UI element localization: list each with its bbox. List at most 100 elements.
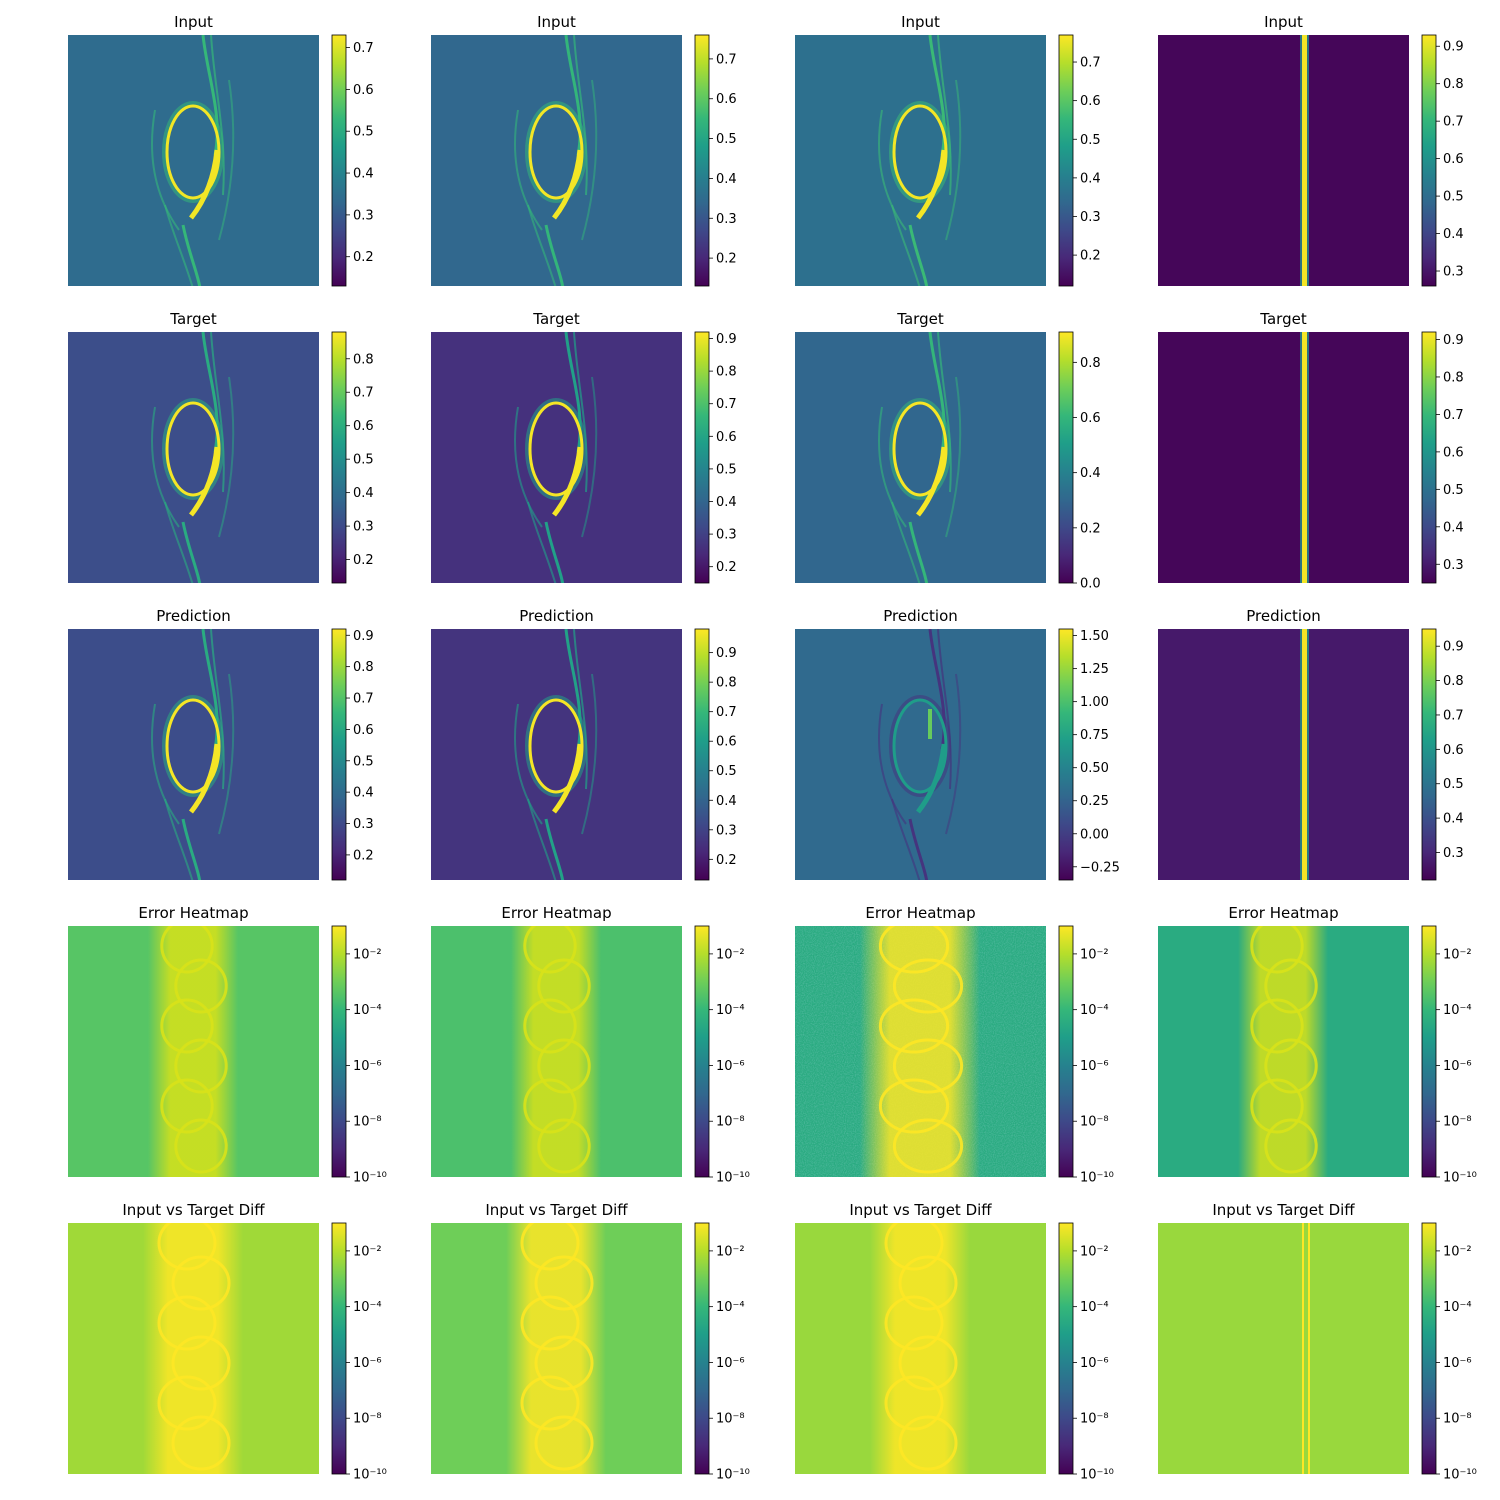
- heatmap-background: [795, 35, 1046, 286]
- streak-line: [210, 35, 225, 196]
- filament: [218, 673, 235, 835]
- colorbar-tick-label: 0.2: [716, 252, 737, 267]
- stripe-core: [1302, 35, 1307, 286]
- colorbar-tick-label: 0.0: [1080, 577, 1101, 592]
- vortex-halo: [162, 398, 224, 500]
- colorbar-tick-label: 0.7: [1443, 708, 1464, 723]
- heatmap-background: [431, 35, 682, 286]
- colorbar-tick-label: 0.6: [1443, 743, 1464, 758]
- vortex-crescent: [916, 743, 947, 814]
- streak-line: [564, 35, 582, 156]
- colorbar-tick-label: 0.5: [1080, 133, 1101, 148]
- filament: [878, 703, 907, 825]
- panel-title: Error Heatmap: [501, 904, 611, 922]
- streak-line: [908, 521, 929, 583]
- filament: [218, 79, 235, 241]
- colorbar: [694, 34, 710, 287]
- colorbar-tick-label: 0.3: [1443, 265, 1464, 280]
- tangle-loop: [892, 1118, 964, 1174]
- colorbar: [694, 925, 710, 1178]
- colorbar: [1058, 34, 1074, 287]
- colorbar-tick-label: 10⁻⁸: [353, 1115, 382, 1130]
- streak-line: [937, 629, 952, 790]
- colorbar-tick-label: 0.4: [1080, 171, 1101, 186]
- colorbar-tick-label: 10⁻²: [353, 1244, 382, 1259]
- colorbar: [1058, 628, 1074, 881]
- tangle-loop: [878, 998, 950, 1054]
- colorbar-tick-label: −0.25: [1080, 860, 1120, 875]
- colorbar-tick-label: 0.3: [716, 528, 737, 543]
- panel-title: Target: [532, 310, 580, 328]
- heatmap-background: [795, 332, 1046, 583]
- streak-line: [573, 629, 588, 790]
- colorbar-tick-label: 10⁻¹⁰: [353, 1468, 387, 1483]
- colorbar: [331, 628, 347, 881]
- colorbar-tick-label: 0.6: [716, 430, 737, 445]
- colorbar: [1421, 1222, 1437, 1475]
- colorbar-tick-label: 0.6: [353, 419, 374, 434]
- filament: [878, 406, 907, 528]
- heatmap-background: [431, 629, 682, 880]
- filament: [514, 703, 543, 825]
- colorbar-tick-label: 0.5: [716, 462, 737, 477]
- panel-r1-c1: Input 0.2 0.3 0.4 0.5 0.6 0.7: [68, 13, 374, 287]
- filament: [581, 673, 598, 835]
- colorbar: [694, 1222, 710, 1475]
- colorbar-tick-label: 0.2: [1080, 521, 1101, 536]
- panel-r3-c4: Prediction 0.3 0.4 0.5 0.6 0.7 0.8 0.9: [1158, 607, 1464, 881]
- colorbar-tick-label: 10⁻⁴: [716, 1300, 745, 1315]
- vortex-halo: [162, 695, 224, 797]
- streak-line: [201, 629, 219, 750]
- heatmap-background: [1158, 629, 1409, 880]
- tangle-loop: [157, 1223, 217, 1271]
- tangle-loop: [892, 958, 964, 1014]
- panel-title: Prediction: [519, 607, 594, 625]
- colorbar-tick-label: 0.8: [353, 660, 374, 675]
- colorbar-tick-label: 0.8: [716, 676, 737, 691]
- streak-line: [164, 204, 194, 286]
- filament: [945, 673, 962, 835]
- streak-line: [181, 224, 202, 286]
- streak-line: [891, 798, 921, 880]
- streak-line: [181, 818, 202, 880]
- panel-r3-c1: Prediction 0.2 0.3 0.4 0.5 0.6 0.7 0.8 0.9: [68, 607, 374, 881]
- colorbar-tick-label: 10⁻⁶: [1443, 1356, 1472, 1371]
- vortex-crescent: [916, 446, 947, 517]
- colorbar-tick-label: 10⁻⁴: [1080, 1300, 1109, 1315]
- colorbar: [1058, 925, 1074, 1178]
- colorbar-tick-label: 0.6: [353, 723, 374, 738]
- colorbar-tick-label: 0.5: [1443, 777, 1464, 792]
- tangle-loop: [1250, 1078, 1304, 1134]
- panel-title: Input vs Target Diff: [1212, 1201, 1355, 1219]
- colorbar: [331, 925, 347, 1178]
- filament: [151, 406, 180, 528]
- tangle-loop: [537, 958, 591, 1014]
- streak-line: [544, 224, 565, 286]
- streak-line: [164, 501, 194, 583]
- colorbar-tick-label: 1.50: [1080, 629, 1109, 644]
- streak-line: [210, 332, 225, 493]
- tangle-loop: [534, 1335, 594, 1391]
- colorbar-tick-label: 10⁻⁸: [1080, 1412, 1109, 1427]
- colorbar-tick-label: 10⁻⁶: [1443, 1059, 1472, 1074]
- colorbar: [1421, 925, 1437, 1178]
- colorbar-tick-label: 0.6: [353, 83, 374, 98]
- filament: [514, 109, 543, 231]
- colorbar-tick-label: 0.4: [1443, 227, 1464, 242]
- panel-title: Target: [169, 310, 217, 328]
- filament: [945, 79, 962, 241]
- tangle-loop: [1264, 1038, 1318, 1094]
- colorbar-tick-label: 0.3: [1443, 558, 1464, 573]
- colorbar-tick-label: 10⁻¹⁰: [716, 1171, 750, 1186]
- colorbar-tick-label: 0.8: [1443, 674, 1464, 689]
- colorbar-tick-label: 0.3: [1443, 846, 1464, 861]
- panel-r5-c4: Input vs Target Diff 10⁻² 10⁻⁴ 10⁻⁶ 10⁻⁸ 10⁻¹…: [1158, 1201, 1477, 1483]
- streak-line: [908, 224, 929, 286]
- colorbar-tick-label: 0.9: [353, 629, 374, 644]
- streak-line: [201, 332, 219, 453]
- streak-line: [544, 521, 565, 583]
- panel-r1-c4: Input 0.3 0.4 0.5 0.6 0.7 0.8 0.9: [1158, 13, 1464, 287]
- colorbar: [1058, 331, 1074, 584]
- tangle-loop: [523, 998, 577, 1054]
- filament: [945, 376, 962, 538]
